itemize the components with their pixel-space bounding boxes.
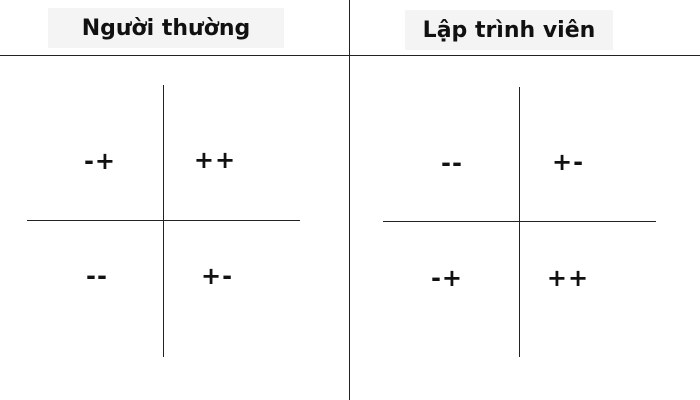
left-bottom-right-sign: +- — [200, 262, 234, 290]
header-divider — [0, 55, 700, 56]
right-horizontal-axis — [383, 221, 656, 222]
right-bottom-right-sign: ++ — [546, 264, 590, 292]
column-divider — [349, 0, 350, 400]
left-top-right-sign: ++ — [193, 146, 237, 174]
right-top-right-sign: +- — [551, 148, 585, 176]
header-regular-people: Người thường — [48, 8, 284, 48]
left-top-left-sign: -+ — [83, 147, 117, 175]
left-bottom-left-sign: -- — [86, 262, 108, 290]
header-programmers: Lập trình viên — [405, 10, 613, 50]
right-top-left-sign: -- — [441, 149, 463, 177]
left-vertical-axis — [163, 85, 164, 357]
left-horizontal-axis — [27, 220, 300, 221]
right-vertical-axis — [519, 87, 520, 357]
right-bottom-left-sign: -+ — [430, 264, 464, 292]
